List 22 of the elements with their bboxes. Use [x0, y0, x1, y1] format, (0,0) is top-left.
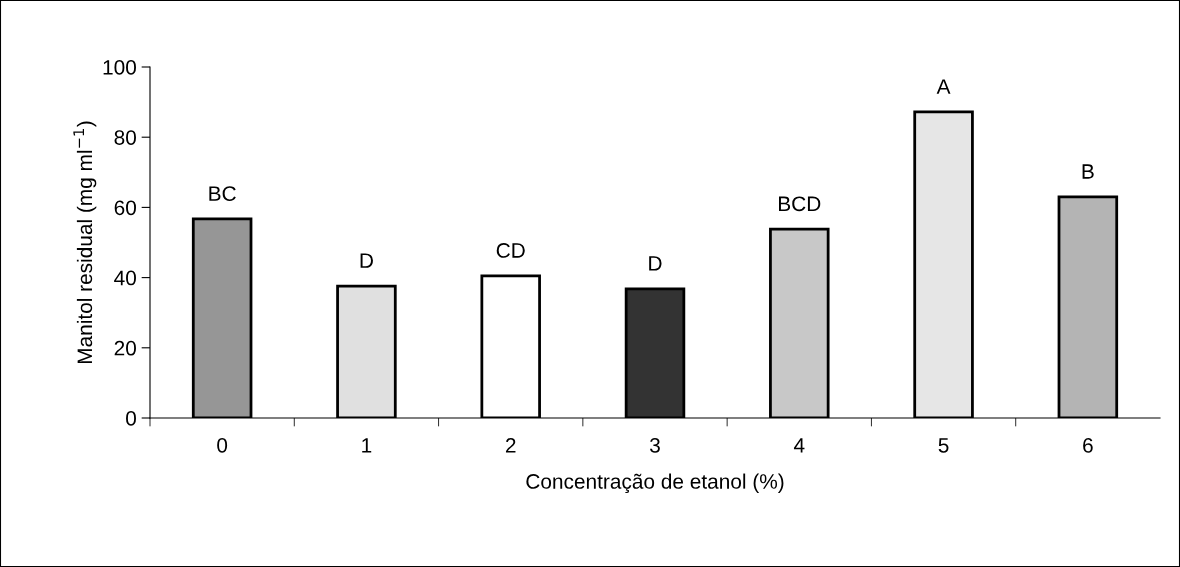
- y-tick-label: 40: [114, 270, 136, 286]
- x-tick-label: 2: [505, 437, 516, 453]
- annotation: BCD: [779, 196, 821, 212]
- annotation: BC: [209, 186, 236, 201]
- x-tick-label: 4: [793, 438, 805, 453]
- annotation: D: [360, 253, 373, 268]
- x-axis-title: Concentração de etanol (%): [526, 473, 784, 494]
- x-tick-label: 3: [650, 437, 660, 453]
- x-tick-label: 6: [1083, 437, 1093, 453]
- y-tick-label: 0: [126, 411, 136, 426]
- x-tick-label: 1: [362, 438, 372, 453]
- y-tick-label: 80: [114, 130, 136, 145]
- x-tick-label: 0: [217, 437, 228, 453]
- y-tick-label: 20: [114, 340, 136, 356]
- y-tick-label: 60: [114, 200, 136, 216]
- y-axis-title: Manitol residual (mg ml$^{−1}$): [73, 121, 97, 364]
- annotation: B: [1082, 164, 1094, 179]
- x-tick-label: 5: [938, 438, 949, 453]
- annotation: D: [649, 256, 662, 271]
- y-tick-label: 100: [103, 60, 136, 75]
- annotation: CD: [496, 243, 525, 258]
- annotation: A: [936, 79, 951, 94]
